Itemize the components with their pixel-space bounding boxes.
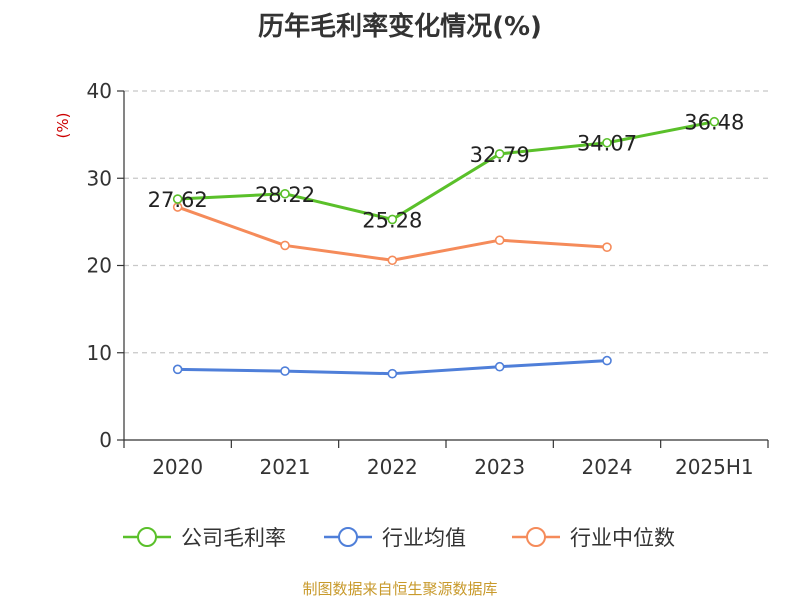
data-label: 25.28 [362, 208, 422, 232]
x-tick-label: 2024 [582, 455, 633, 479]
y-axis-label: (%) [54, 113, 72, 139]
data-point [494, 361, 505, 372]
x-tick-label: 2023 [474, 455, 525, 479]
data-point [280, 188, 290, 199]
data-point [494, 235, 505, 245]
y-tick-label: 0 [99, 428, 112, 452]
x-tick-label: 2022 [367, 455, 418, 479]
legend-item[interactable]: 行业均值 [322, 519, 466, 555]
data-point [602, 242, 612, 252]
data-point [602, 137, 612, 148]
data-point [387, 368, 398, 379]
x-tick-label: 2025H1 [675, 455, 754, 479]
data-label: 34.07 [577, 132, 637, 156]
legend-label: 行业中位数 [570, 526, 675, 550]
y-tick-label: 10 [87, 341, 112, 365]
data-point [602, 355, 612, 366]
data-point [387, 255, 398, 266]
y-tick-label: 20 [87, 254, 112, 278]
legend-line-circle-icon [123, 527, 171, 547]
y-tick-label: 30 [87, 166, 112, 190]
legend-line-circle-icon [512, 527, 560, 547]
chart-title: 历年毛利率变化情况(%) [258, 12, 542, 42]
x-tick-label: 2020 [152, 455, 203, 479]
legend-label: 公司毛利率 [181, 526, 286, 550]
data-label: 27.62 [148, 188, 208, 212]
series-line-0 [177, 120, 715, 221]
data-point [280, 366, 290, 376]
legend-line-circle-icon [324, 527, 372, 547]
legend-label: 行业均值 [382, 526, 466, 550]
legend: 公司毛利率 行业均值 行业中位数 [0, 519, 800, 555]
data-label: 32.79 [470, 143, 530, 167]
y-tick-label: 40 [87, 79, 112, 103]
data-point [494, 149, 505, 159]
legend-item[interactable]: 公司毛利率 [121, 519, 286, 555]
data-label: 36.48 [684, 111, 744, 135]
data-point [709, 116, 720, 127]
data-point [280, 240, 290, 251]
data-point [172, 364, 183, 375]
data-point [387, 214, 398, 225]
x-tick-label: 2021 [260, 455, 311, 479]
source-note: 制图数据来自恒生聚源数据库 [302, 580, 498, 598]
legend-item[interactable]: 行业中位数 [510, 519, 675, 555]
data-point [172, 194, 183, 204]
data-label: 28.22 [255, 183, 315, 207]
